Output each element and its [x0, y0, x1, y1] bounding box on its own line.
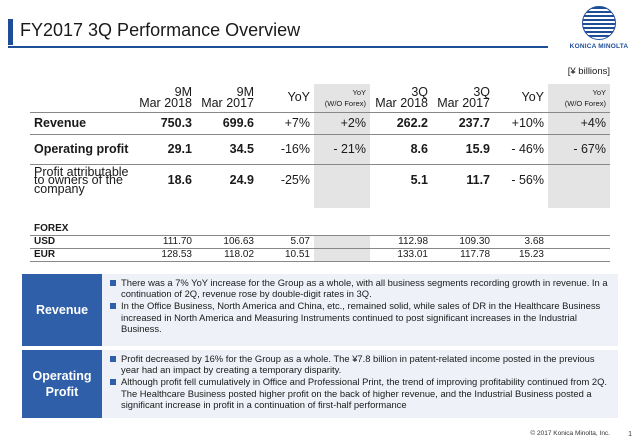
operating-profit-summary-box: Operating Profit Profit decreased by 16%… — [22, 350, 618, 418]
title-accent-bar — [8, 19, 13, 45]
table-row-revenue: Revenue 750.3 699.6 +7% +2% 262.2 237.7 … — [30, 112, 610, 135]
table-header-row: 9M Mar 2018 9M Mar 2017 YoY YoY (W/O Forex)… — [30, 84, 610, 113]
operating-profit-box-label: Operating Profit — [22, 350, 102, 418]
table-row-profit-attributable: Profit attributable to owners of the com… — [30, 164, 610, 196]
forex-row-usd: USD 111.70 106.63 5.07 112.98 109.30 3.6… — [30, 235, 610, 249]
company-logo: KONICA MINOLTA — [562, 6, 636, 62]
revenue-summary-box: Revenue There was a 7% YoY increase for … — [22, 274, 618, 346]
header-9m-2017: 9M Mar 2017 — [196, 84, 258, 113]
header-9m-2018: 9M Mar 2018 — [134, 84, 196, 113]
globe-logo-icon — [582, 6, 616, 40]
title-bar: FY2017 3Q Performance Overview — [0, 8, 560, 45]
page-title: FY2017 3Q Performance Overview — [20, 20, 301, 40]
revenue-box-label: Revenue — [22, 274, 102, 346]
page-number: 1 — [628, 431, 632, 438]
header-yoy-wo-forex-9m: YoY (W/O Forex) — [314, 84, 370, 113]
operating-profit-box-body: Profit decreased by 16% for the Group as… — [102, 350, 618, 418]
header-3q-2017: 3Q Mar 2017 — [432, 84, 494, 113]
profit-bullet-2: Although profit fell cumulatively in Off… — [110, 376, 612, 410]
header-yoy-3q: YoY — [494, 84, 548, 113]
forex-header-row: FOREX — [30, 222, 610, 236]
forex-row-eur: EUR 128.53 118.02 10.51 133.01 117.78 15… — [30, 248, 610, 262]
header-yoy-wo-forex-3q: YoY (W/O Forex) — [548, 84, 610, 113]
header-yoy-9m: YoY — [258, 84, 314, 113]
table-row-operating-profit: Operating profit 29.1 34.5 -16% - 21% 8.… — [30, 134, 610, 165]
revenue-box-body: There was a 7% YoY increase for the Grou… — [102, 274, 618, 346]
revenue-bullet-2: In the Office Business, North America an… — [110, 300, 612, 334]
performance-table: 9M Mar 2018 9M Mar 2017 YoY YoY (W/O Forex)… — [30, 84, 610, 208]
copyright-notice: © 2017 Konica Minolta, Inc. — [530, 430, 610, 437]
revenue-bullet-1: There was a 7% YoY increase for the Grou… — [110, 277, 612, 299]
profit-bullet-1: Profit decreased by 16% for the Group as… — [110, 353, 612, 375]
units-label: [¥ billions] — [567, 66, 610, 77]
header-3q-2018: 3Q Mar 2018 — [370, 84, 432, 113]
forex-table: FOREX USD 111.70 106.63 5.07 112.98 109.… — [30, 222, 610, 262]
table-spacer-row — [30, 196, 610, 208]
logo-text: KONICA MINOLTA — [569, 43, 629, 50]
title-underline — [8, 46, 548, 48]
